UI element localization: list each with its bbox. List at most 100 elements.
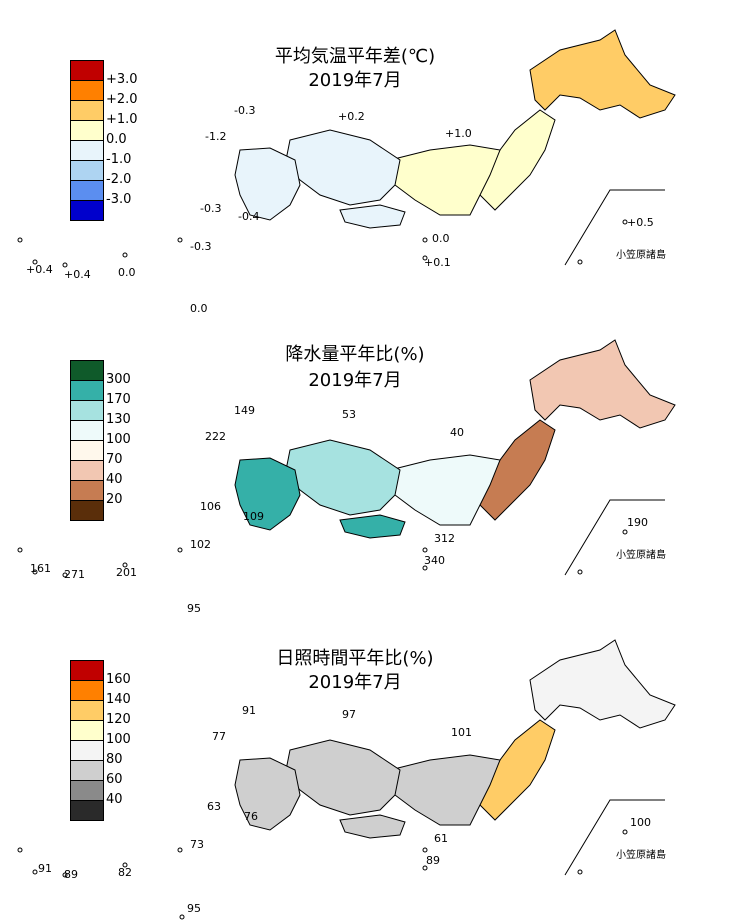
island-marker [32,869,38,875]
map-regions [17,29,676,268]
island-marker [422,255,428,261]
panel-subtitle: 2019年7月 [308,370,402,391]
station-value: 89 [426,854,440,867]
region-kinki_chugoku [284,129,401,206]
island-marker [577,569,583,575]
island-marker [622,829,628,835]
station-value: -0.3 [234,104,256,117]
legend-swatch [70,500,104,521]
region-hokkaido [529,639,676,729]
region-kyushu [234,147,301,221]
station-value: 0.0 [190,302,208,315]
station-value: -0.3 [200,202,222,215]
legend-tick: 140 [106,692,131,707]
japan-map [17,29,676,268]
station-value: -1.2 [205,130,227,143]
region-hokkaido [529,29,676,119]
island-marker [422,865,428,871]
station-value: 190 [627,516,648,529]
legend-tick: -3.0 [106,192,132,207]
island-marker [62,262,68,268]
island-marker [122,862,128,868]
region-kinki_chugoku [284,439,401,516]
station-value: -0.4 [238,210,260,223]
island-marker [17,547,23,553]
region-kanto_chubu [389,754,501,826]
legend-tick: 0.0 [106,132,127,147]
sunshine-ratio-panel: 日照時間平年比(%) 2019年7月 160 140 120 100 80 60… [0,610,750,920]
station-value: 222 [205,430,226,443]
legend-tick: 120 [106,712,131,727]
station-value: 95 [187,602,201,615]
island-marker [62,872,68,878]
legend-tick: +2.0 [106,92,138,107]
island-marker [577,869,583,875]
legend-tick: 80 [106,752,123,767]
panel-title: 日照時間平年比(%) [276,648,434,669]
station-value: 73 [190,838,204,851]
station-value: 109 [243,510,264,523]
legend-tick: -1.0 [106,152,132,167]
panel-title: 平均気温平年差(℃) [274,46,436,67]
bonin-inset-frame [564,499,665,576]
region-kyushu [234,457,301,531]
legend-tick: 170 [106,392,131,407]
legend-swatch [70,200,104,221]
legend-tick: 100 [106,432,131,447]
station-value: 61 [434,832,448,845]
legend-tick: +3.0 [106,72,138,87]
region-hokkaido [529,339,676,429]
region-kinki_chugoku [284,739,401,816]
station-value: 77 [212,730,226,743]
island-marker [122,562,128,568]
station-value: 95 [187,902,201,915]
island-marker [122,252,128,258]
station-value: 91 [242,704,256,717]
legend-tick: 100 [106,732,131,747]
station-value: 82 [118,866,132,879]
legend-tick: 300 [106,372,131,387]
station-value: +0.5 [627,216,654,229]
station-value: 312 [434,532,455,545]
island-marker [17,847,23,853]
region-shikoku [339,204,406,229]
bonin-inset-frame [564,799,665,876]
island-marker [622,529,628,535]
legend-tick: 70 [106,452,123,467]
island-marker [422,547,428,553]
bonin-islands-label: 小笠原諸島 [616,550,666,561]
station-value: 340 [424,554,445,567]
region-tohoku [479,419,556,521]
station-value: 161 [30,562,51,575]
island-marker [179,914,185,920]
bonin-inset-frame [564,189,665,266]
region-shikoku [339,514,406,539]
legend-tick: 20 [106,492,123,507]
station-value: 100 [630,816,651,829]
bonin-islands-label: 小笠原諸島 [616,250,666,261]
bonin-islands-label: 小笠原諸島 [616,850,666,861]
station-value: 97 [342,708,356,721]
station-value: 149 [234,404,255,417]
legend-tick: 40 [106,792,123,807]
legend-tick: 160 [106,672,131,687]
island-marker [577,259,583,265]
japan-map [17,639,676,920]
region-kanto_chubu [389,454,501,526]
island-marker [422,565,428,571]
temperature-anomaly-panel: 平均気温平年差(℃) 2019年7月 +3.0 +2.0 +1.0 0.0 -1… [0,0,750,315]
station-value: 201 [116,566,137,579]
legend-tick: +1.0 [106,112,138,127]
island-marker [422,237,428,243]
station-value: 53 [342,408,356,421]
island-marker [422,847,428,853]
legend-tick: 60 [106,772,123,787]
legend-tick: 130 [106,412,131,427]
region-tohoku [479,719,556,821]
legend-tick: 40 [106,472,123,487]
station-value: 91 [38,862,52,875]
station-value: +1.0 [445,127,472,140]
station-value: 89 [64,868,78,881]
station-value: 102 [190,538,211,551]
station-value: 76 [244,810,258,823]
